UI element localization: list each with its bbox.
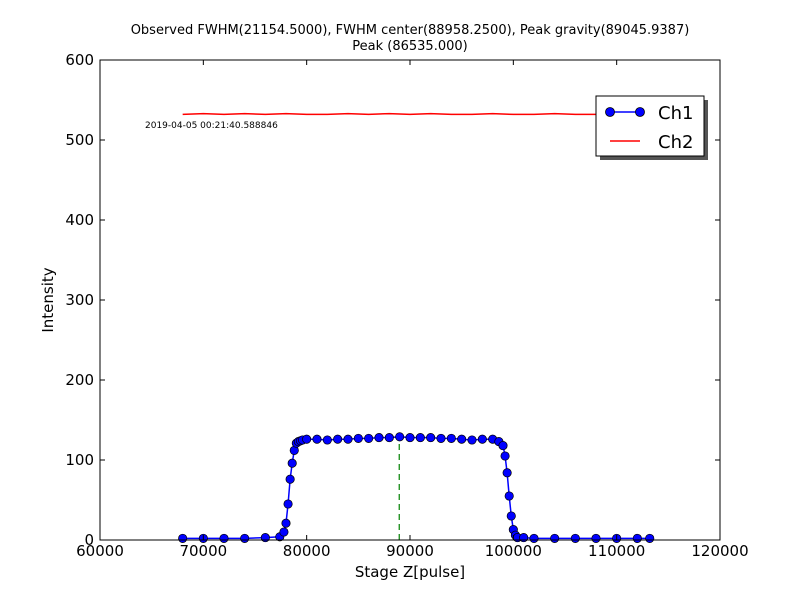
series-ch1-point bbox=[353, 433, 363, 443]
series-ch1-point bbox=[287, 458, 297, 468]
x-tick-label: 70000 bbox=[179, 542, 227, 560]
series-ch1-point bbox=[446, 433, 456, 443]
series-ch1-point bbox=[312, 434, 322, 444]
series-ch1-point bbox=[285, 474, 295, 484]
series-ch1-point bbox=[281, 518, 291, 528]
y-tick-label: 300 bbox=[65, 291, 94, 309]
series-ch1-point bbox=[279, 527, 289, 537]
series-ch1-point bbox=[260, 533, 270, 543]
x-tick-label: 60000 bbox=[76, 542, 124, 560]
plot-area bbox=[178, 112, 655, 543]
series-ch1-point bbox=[550, 533, 560, 543]
series-ch1-point bbox=[498, 441, 508, 451]
legend-box bbox=[595, 95, 705, 157]
series-ch1-point bbox=[384, 433, 394, 443]
series-ch1-point bbox=[500, 451, 510, 461]
series-ch1-point bbox=[506, 511, 516, 521]
series-ch1-point bbox=[477, 434, 487, 444]
series-ch1-point bbox=[343, 434, 353, 444]
series-ch1-point bbox=[570, 533, 580, 543]
series-ch1-point bbox=[283, 499, 293, 509]
y-tick-label: 200 bbox=[65, 371, 94, 389]
y-tick-label: 400 bbox=[65, 211, 94, 229]
y-axis-label: Intensity bbox=[39, 267, 57, 332]
series-ch1-point bbox=[333, 434, 343, 444]
series-ch1-point bbox=[364, 433, 374, 443]
chart-title-line-1: Observed FWHM(21154.5000), FWHM center(8… bbox=[131, 23, 690, 38]
y-tick-label: 600 bbox=[65, 51, 94, 69]
series-ch2-line bbox=[182, 112, 650, 116]
legend-ch2-label: Ch2 bbox=[658, 132, 693, 153]
series-ch1-point bbox=[302, 434, 312, 444]
x-tick-label: 90000 bbox=[386, 542, 434, 560]
series-ch1-point bbox=[322, 435, 332, 445]
chart-title-line-2: Peak (86535.000) bbox=[352, 39, 467, 54]
series-ch1-point bbox=[405, 433, 415, 443]
y-tick-label: 100 bbox=[65, 451, 94, 469]
series-ch1-point bbox=[374, 433, 384, 443]
y-tick-label: 0 bbox=[84, 531, 94, 549]
series-ch1-point bbox=[240, 533, 250, 543]
series-ch1-line bbox=[182, 436, 650, 540]
x-tick-label: 80000 bbox=[283, 542, 331, 560]
legend: Ch1 Ch2 bbox=[595, 95, 708, 160]
legend-ch1-marker bbox=[635, 107, 645, 117]
x-tick-label: 100000 bbox=[485, 542, 542, 560]
legend-ch1-marker bbox=[605, 107, 615, 117]
series-ch1-point bbox=[415, 433, 425, 443]
series-ch1-point bbox=[457, 434, 467, 444]
y-tick-label: 500 bbox=[65, 131, 94, 149]
axis-ticks: 60000 70000 80000 90000 100000 110000 120000 0 1… bbox=[65, 51, 748, 560]
x-tick-label: 110000 bbox=[588, 542, 645, 560]
series-ch1-point bbox=[502, 468, 512, 478]
timestamp-label: 2019-04-05 00:21:40.588846 bbox=[145, 121, 278, 131]
x-tick-label: 120000 bbox=[691, 542, 748, 560]
series-ch1-point bbox=[467, 435, 477, 445]
series-ch1-point bbox=[504, 491, 514, 501]
series-ch1-point bbox=[519, 533, 529, 543]
x-axis-label: Stage Z[pulse] bbox=[355, 563, 465, 581]
series-ch1-point bbox=[436, 433, 446, 443]
series-ch1-point bbox=[426, 433, 436, 443]
series-ch1-point bbox=[645, 533, 655, 543]
series-ch1-point bbox=[395, 432, 405, 442]
legend-ch1-label: Ch1 bbox=[658, 103, 693, 124]
